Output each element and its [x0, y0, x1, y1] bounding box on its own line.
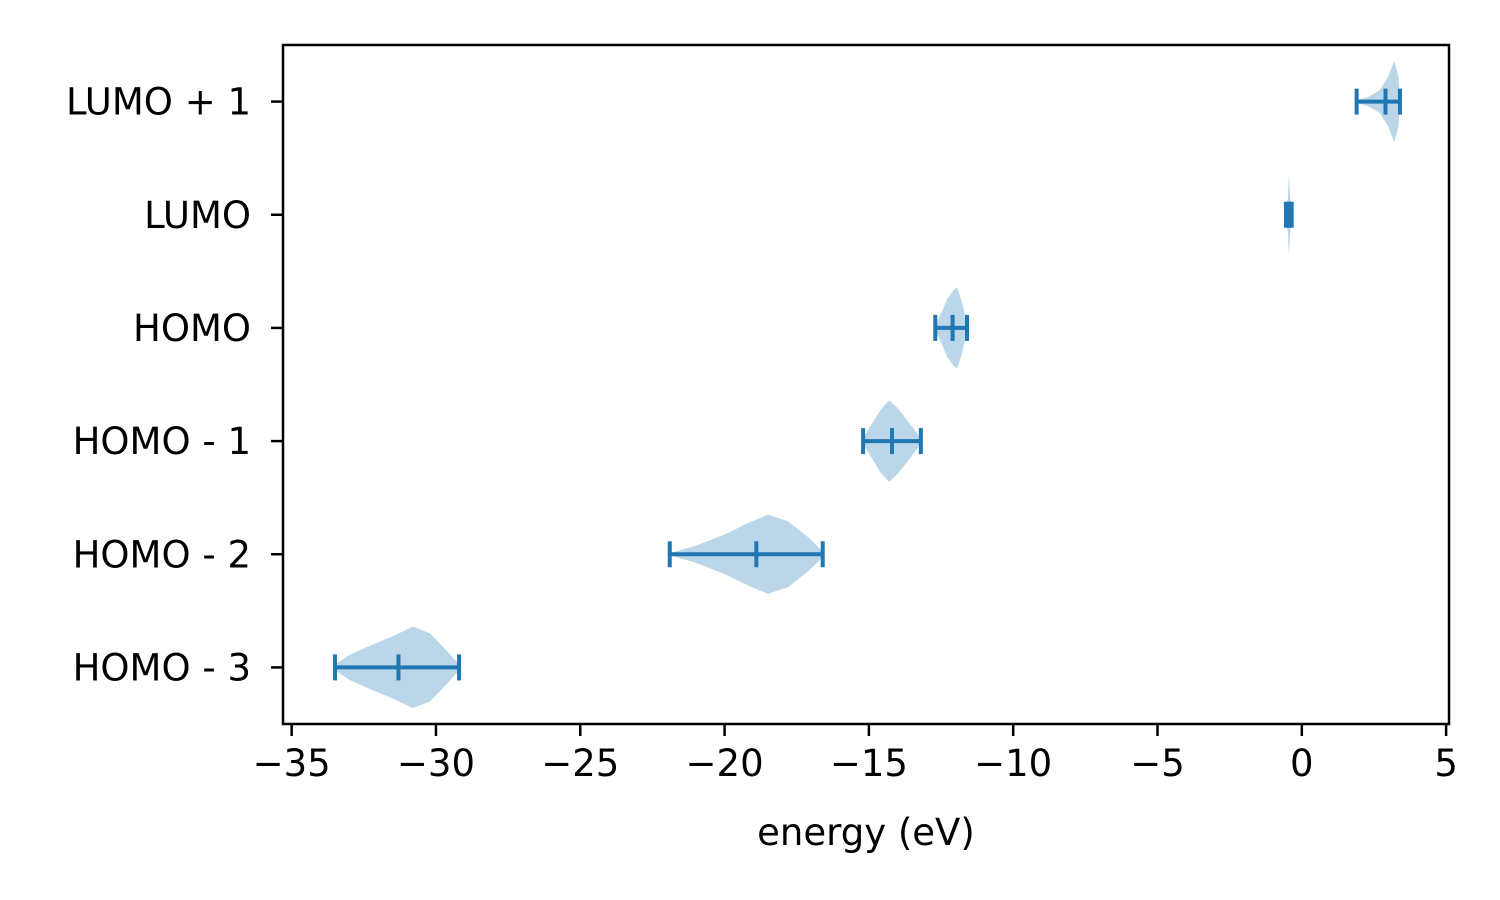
x-tick-label: −10: [974, 742, 1052, 785]
x-tick-label: −15: [830, 742, 908, 785]
y-tick-label: HOMO - 1: [73, 420, 251, 463]
x-axis-title: energy (eV): [757, 811, 975, 854]
x-tick-label: −25: [541, 742, 619, 785]
y-tick-label: HOMO - 3: [73, 646, 251, 689]
y-tick-label: LUMO: [144, 194, 251, 237]
x-axis: −35 −30 −25 −20 −15 −10 −5 0 5: [253, 724, 1458, 785]
x-tick-label: 5: [1434, 742, 1458, 785]
x-tick-label: −30: [397, 742, 475, 785]
y-tick-label: LUMO + 1: [66, 81, 251, 124]
y-tick-label: HOMO: [133, 307, 251, 350]
x-tick-label: −20: [686, 742, 764, 785]
x-tick-label: −5: [1130, 742, 1185, 785]
y-axis: HOMO - 3 HOMO - 2 HOMO - 1 HOMO LUMO LUMO + 1: [66, 81, 283, 689]
plot-area-frame: [281, 43, 1451, 726]
violins-layer: [332, 60, 1402, 709]
y-tick-label: HOMO - 2: [73, 533, 251, 576]
x-tick-label: −35: [253, 742, 331, 785]
x-tick-label: 0: [1290, 742, 1314, 785]
